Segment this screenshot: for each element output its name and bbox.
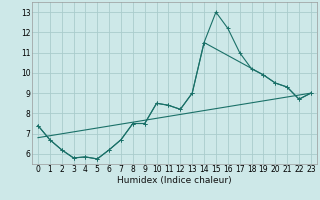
X-axis label: Humidex (Indice chaleur): Humidex (Indice chaleur) xyxy=(117,176,232,185)
